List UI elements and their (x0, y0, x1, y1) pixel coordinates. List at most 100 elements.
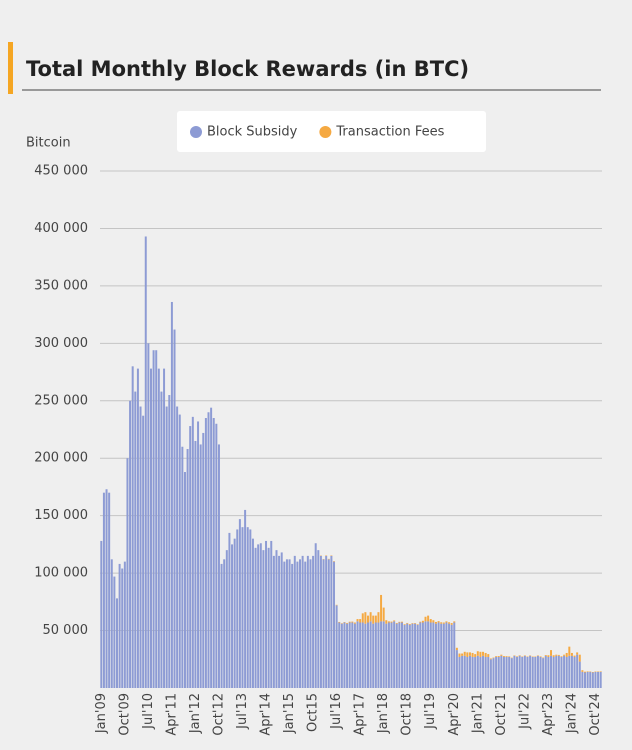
bar-segment (356, 621, 359, 688)
bar-segment (445, 622, 448, 688)
bar-segment (215, 423, 218, 688)
bar-segment (220, 563, 223, 688)
bar-segment (542, 657, 545, 659)
x-tick-label: Oct15 (306, 693, 321, 732)
bar-segment (450, 623, 453, 625)
bar-segment (238, 519, 241, 688)
bar-segment (461, 653, 464, 656)
bar-segment (578, 661, 581, 688)
y-axis-label: Bitcoin (26, 136, 71, 151)
bar-segment (589, 671, 592, 688)
bar-segment (565, 656, 568, 688)
x-tick-label: Jan'15 (282, 693, 297, 734)
bar-segment (210, 407, 213, 688)
bar-segment (495, 656, 498, 688)
bar-segment (557, 654, 560, 656)
bar-segment (173, 329, 176, 688)
bar-segment (369, 612, 372, 622)
bar-segment (359, 619, 362, 623)
bar-segment (181, 446, 184, 688)
bar-segment (403, 624, 406, 625)
x-tick-label: Oct'21 (494, 693, 509, 736)
bar-segment (163, 368, 166, 688)
bar-segment (398, 621, 401, 623)
bar-segment (223, 559, 226, 688)
bar-segment (183, 472, 186, 688)
bar-segment (544, 655, 547, 656)
chart-title: Total Monthly Block Rewards (in BTC) (26, 57, 469, 81)
bar-segment (231, 544, 234, 688)
bar-segment (500, 654, 503, 656)
y-tick-label: 350 000 (34, 278, 88, 293)
bar-segment (102, 492, 105, 688)
bar-segment (508, 656, 511, 688)
bar-segment (353, 623, 356, 688)
bar-segment (270, 540, 273, 688)
bar-segment (429, 619, 432, 623)
bar-segment (466, 656, 469, 688)
bar-segment (442, 623, 445, 688)
bar-segment (131, 366, 134, 688)
bar-segment (414, 623, 417, 688)
bar-segment (254, 547, 257, 688)
bar-segment (468, 655, 471, 688)
bar-segment (186, 449, 189, 688)
bar-segment (573, 655, 576, 657)
bar-segment (367, 622, 369, 688)
bar-segment (560, 656, 563, 657)
bar-segment (584, 672, 586, 688)
bar-segment (322, 559, 325, 688)
bar-segment (437, 621, 440, 623)
bar-segment (584, 671, 586, 673)
bar-segment (333, 561, 335, 688)
bar-segment (468, 652, 471, 656)
bar-segment (408, 624, 411, 625)
legend-box (177, 111, 486, 152)
bar-segment (197, 421, 200, 688)
y-tick-label: 200 000 (34, 451, 88, 466)
bar-segment (448, 623, 451, 688)
bar-segment (374, 615, 377, 623)
x-tick-label: Jan'12 (188, 693, 203, 734)
y-tick-label: 400 000 (34, 221, 88, 236)
x-tick-label: Oct'12 (211, 693, 226, 736)
bar-segment (518, 655, 521, 656)
bar-segment (461, 655, 464, 688)
bar-segment (348, 622, 351, 688)
bar-segment (380, 621, 383, 688)
bar-segment (419, 622, 422, 688)
bar-segment (463, 655, 466, 688)
bar-segment (244, 509, 247, 688)
bar-segment (416, 624, 419, 625)
x-tick-label: Jan'09 (94, 693, 109, 734)
bar-segment (372, 615, 375, 624)
bar-segment (550, 650, 553, 656)
bar-segment (306, 555, 309, 688)
bar-segment (126, 458, 129, 688)
bar-segment (262, 550, 265, 688)
bar-segment (251, 538, 254, 688)
bar-segment (233, 538, 236, 688)
bar-segment (487, 656, 490, 688)
bar-segment (421, 620, 424, 623)
bar-segment (474, 656, 477, 688)
bar-segment (534, 656, 537, 688)
bar-segment (497, 656, 500, 688)
bar-segment (492, 658, 495, 688)
bar-segment (505, 656, 508, 657)
bar-segment (568, 646, 571, 656)
bar-segment (194, 440, 197, 688)
bar-segment (100, 540, 103, 688)
bar-segment (599, 671, 602, 672)
bar-segment (434, 623, 437, 688)
bar-segment (364, 612, 367, 624)
bar-segment (489, 658, 492, 660)
bar-segment (474, 654, 477, 657)
bar-segment (552, 655, 555, 657)
bar-segment (178, 414, 181, 688)
y-tick-label: 300 000 (34, 336, 88, 351)
bar-segment (299, 559, 302, 688)
bar-segment (123, 561, 126, 688)
bar-segment (471, 652, 474, 657)
bar-segment (398, 622, 401, 688)
